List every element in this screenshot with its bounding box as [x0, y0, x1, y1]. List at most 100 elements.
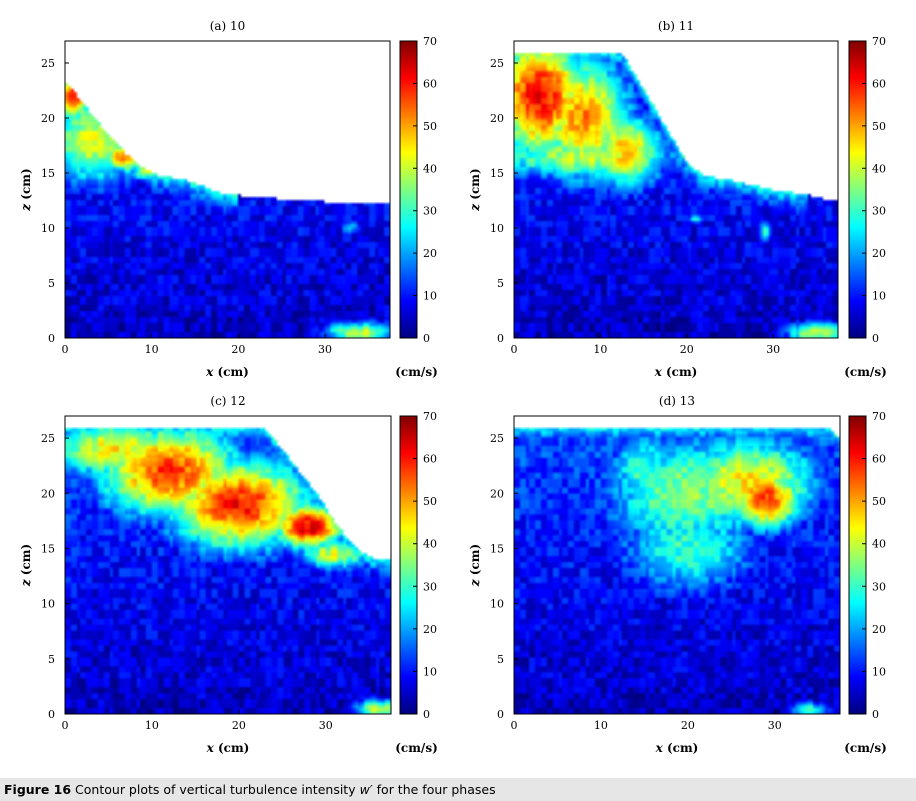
y-tick-label: 0 — [48, 332, 55, 345]
colorbar-tick-label: 10 — [872, 290, 886, 303]
colorbar-tick-label: 10 — [423, 665, 437, 678]
y-tick-label: 10 — [41, 598, 55, 611]
y-tick-label: 20 — [490, 487, 504, 500]
heatmap-field — [514, 416, 840, 714]
x-tick-label: 10 — [145, 719, 159, 732]
colorbar-tick-label: 40 — [423, 162, 437, 175]
panel-title: (a) 10 — [210, 19, 246, 33]
colorbar — [399, 40, 418, 339]
x-axis-label: x (cm) — [206, 741, 250, 755]
y-axis-unit: (cm) — [468, 168, 482, 199]
x-tick-label: 30 — [766, 343, 780, 356]
colorbar-tick-label: 30 — [872, 205, 886, 218]
caption-variable: w′ — [359, 782, 373, 797]
x-tick-label: 20 — [681, 719, 695, 732]
colorbar-unit: (cm/s) — [844, 365, 887, 379]
colorbar-tick-label: 50 — [872, 120, 886, 133]
colorbar-tick-label: 70 — [423, 35, 437, 48]
x-axis-var: x — [655, 741, 667, 755]
y-tick-label: 25 — [41, 57, 55, 70]
colorbar-tick-label: 30 — [423, 205, 437, 218]
caption-text: Contour plots of vertical turbulence int… — [75, 782, 356, 797]
colorbar-unit: (cm/s) — [844, 741, 887, 755]
caption-tail: for the four phases — [376, 782, 496, 797]
colorbar-tick-label: 60 — [872, 453, 886, 466]
colorbar-tick-label: 60 — [423, 453, 437, 466]
y-axis-label: z (cm) — [19, 544, 33, 587]
colorbar-tick-label: 0 — [423, 332, 430, 345]
colorbar-unit: (cm/s) — [395, 365, 438, 379]
y-axis-label: z (cm) — [468, 168, 482, 211]
y-tick-label: 0 — [48, 708, 55, 721]
y-axis-var: z — [468, 575, 482, 587]
y-tick-label: 25 — [41, 432, 55, 445]
colorbar-tick-label: 20 — [872, 623, 886, 636]
colorbar-tick-label: 0 — [423, 708, 430, 721]
colorbar-tick-label: 60 — [423, 77, 437, 90]
colorbar-tick-label: 70 — [423, 410, 437, 423]
colorbar — [848, 40, 867, 339]
colorbar-tick-label: 40 — [423, 538, 437, 551]
heatmap-field — [65, 41, 390, 338]
y-tick-label: 25 — [490, 57, 504, 70]
y-tick-label: 10 — [41, 222, 55, 235]
y-tick-label: 0 — [497, 332, 504, 345]
y-tick-label: 15 — [490, 542, 504, 555]
colorbar-tick-label: 60 — [872, 77, 886, 90]
y-axis-label: z (cm) — [468, 544, 482, 587]
y-tick-label: 20 — [41, 487, 55, 500]
x-tick-label: 10 — [593, 343, 607, 356]
x-axis-unit: (cm) — [217, 365, 248, 379]
colorbar-tick-label: 70 — [872, 410, 886, 423]
colorbar-tick-label: 50 — [423, 120, 437, 133]
y-tick-label: 10 — [490, 598, 504, 611]
y-tick-label: 5 — [48, 277, 55, 290]
x-axis-unit: (cm) — [667, 741, 698, 755]
y-axis-var: z — [468, 200, 482, 212]
y-axis-var: z — [19, 200, 33, 212]
x-axis-var: x — [206, 741, 218, 755]
x-tick-label: 30 — [319, 719, 333, 732]
colorbar-tick-label: 40 — [872, 538, 886, 551]
y-tick-label: 15 — [41, 542, 55, 555]
colorbar-tick-label: 50 — [423, 495, 437, 508]
x-axis-var: x — [205, 365, 217, 379]
x-tick-label: 20 — [232, 719, 246, 732]
heatmap-field — [65, 416, 391, 714]
y-axis-unit: (cm) — [19, 544, 33, 575]
x-tick-label: 0 — [62, 719, 69, 732]
colorbar-unit: (cm/s) — [395, 741, 438, 755]
colorbar-tick-label: 20 — [423, 623, 437, 636]
y-tick-label: 5 — [497, 277, 504, 290]
colorbar-tick-label: 20 — [872, 247, 886, 260]
x-tick-label: 10 — [594, 719, 608, 732]
x-tick-label: 10 — [145, 343, 159, 356]
x-axis-var: x — [654, 365, 666, 379]
x-axis-label: x (cm) — [655, 741, 699, 755]
x-axis-unit: (cm) — [666, 365, 697, 379]
x-axis-unit: (cm) — [218, 741, 249, 755]
y-axis-label: z (cm) — [19, 168, 33, 211]
panel-title: (b) 11 — [658, 19, 694, 33]
x-tick-label: 30 — [318, 343, 332, 356]
x-axis-label: x (cm) — [205, 365, 249, 379]
x-tick-label: 20 — [231, 343, 245, 356]
colorbar-tick-label: 70 — [872, 35, 886, 48]
y-axis-unit: (cm) — [468, 544, 482, 575]
colorbar — [848, 415, 867, 715]
y-axis-unit: (cm) — [19, 168, 33, 199]
y-tick-label: 20 — [490, 112, 504, 125]
colorbar-tick-label: 40 — [872, 162, 886, 175]
y-tick-label: 5 — [48, 653, 55, 666]
colorbar-tick-label: 30 — [423, 580, 437, 593]
x-tick-label: 0 — [62, 343, 69, 356]
plot-frame — [513, 415, 841, 715]
colorbar — [399, 415, 418, 715]
plot-frame — [64, 40, 391, 339]
figure-caption: Figure 16 Contour plots of vertical turb… — [0, 778, 916, 801]
y-tick-label: 15 — [41, 167, 55, 180]
y-tick-label: 5 — [497, 653, 504, 666]
